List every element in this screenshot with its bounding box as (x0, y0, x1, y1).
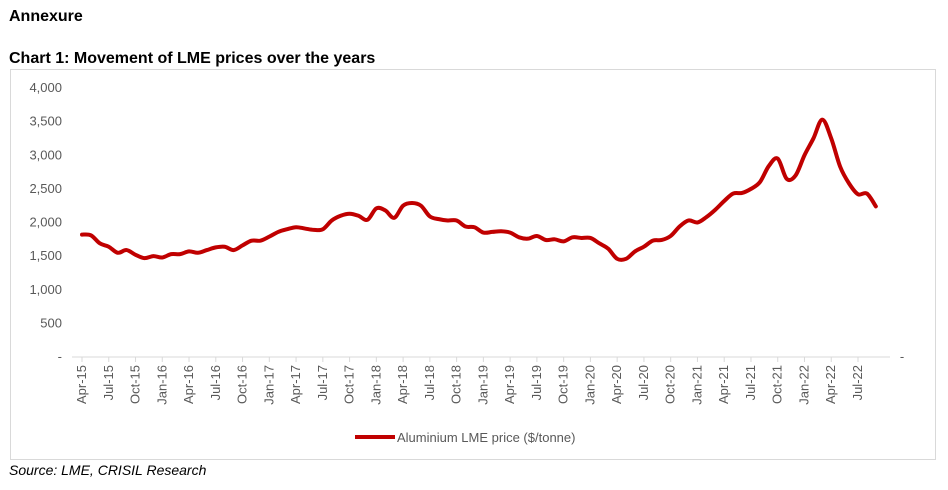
x-tick-label: Jul-21 (743, 365, 758, 400)
x-tick-label: Jul-17 (315, 365, 330, 400)
y-tick-label: 3,500 (29, 114, 62, 129)
x-tick-label: Jan-19 (475, 365, 490, 405)
x-tick-label: Jan-21 (689, 365, 704, 405)
x-tick-label: Oct-18 (449, 365, 464, 404)
x-tick-label: Oct-17 (342, 365, 357, 404)
x-tick-label: Apr-20 (609, 365, 624, 404)
x-tick-label: Jan-16 (154, 365, 169, 405)
y-tick-label: 3,000 (29, 147, 62, 162)
x-tick-label: Jul-19 (529, 365, 544, 400)
y-tick-label: 2,000 (29, 215, 62, 230)
x-tick-label: Apr-17 (288, 365, 303, 404)
y-tick-label: 1,000 (29, 282, 62, 297)
y-tick-label: 1,500 (29, 248, 62, 263)
source-note: Source: LME, CRISIL Research (9, 462, 207, 478)
x-tick-label: Oct-15 (128, 365, 143, 404)
series-line-aluminium (80, 117, 878, 262)
x-tick-label: Oct-16 (235, 365, 250, 404)
x-tick-label: Oct-20 (663, 365, 678, 404)
chart-title: Chart 1: Movement of LME prices over the… (9, 50, 376, 67)
x-tick-label: Jul-20 (636, 365, 651, 400)
x-tick-label: Oct-21 (770, 365, 785, 404)
x-tick-label: Jul-18 (422, 365, 437, 400)
x-tick-label: Apr-15 (74, 365, 89, 404)
chart-frame (10, 69, 936, 460)
y-tick-label: 2,500 (29, 181, 62, 196)
x-tick-label: Jul-15 (101, 365, 116, 400)
x-tick-label: Jan-22 (796, 365, 811, 405)
y-tick-label: 4,000 (29, 80, 62, 95)
x-tick-label: Jul-16 (208, 365, 223, 400)
y-tick-label-right: - (900, 349, 904, 364)
x-tick-label: Apr-16 (181, 365, 196, 404)
x-tick-label: Apr-21 (716, 365, 731, 404)
y-tick-label: 500 (40, 315, 62, 330)
x-tick-label: Jan-20 (582, 365, 597, 405)
x-tick-label: Jul-22 (850, 365, 865, 400)
x-tick-label: Jan-18 (368, 365, 383, 405)
x-tick-label: Apr-18 (395, 365, 410, 404)
y-tick-label: - (58, 349, 62, 364)
legend-label: Aluminium LME price ($/tonne) (397, 430, 575, 445)
x-tick-label: Oct-19 (556, 365, 571, 404)
x-tick-label: Jan-17 (261, 365, 276, 405)
x-tick-label: Apr-22 (823, 365, 838, 404)
x-tick-label: Apr-19 (502, 365, 517, 404)
annexure-heading: Annexure (9, 8, 83, 25)
